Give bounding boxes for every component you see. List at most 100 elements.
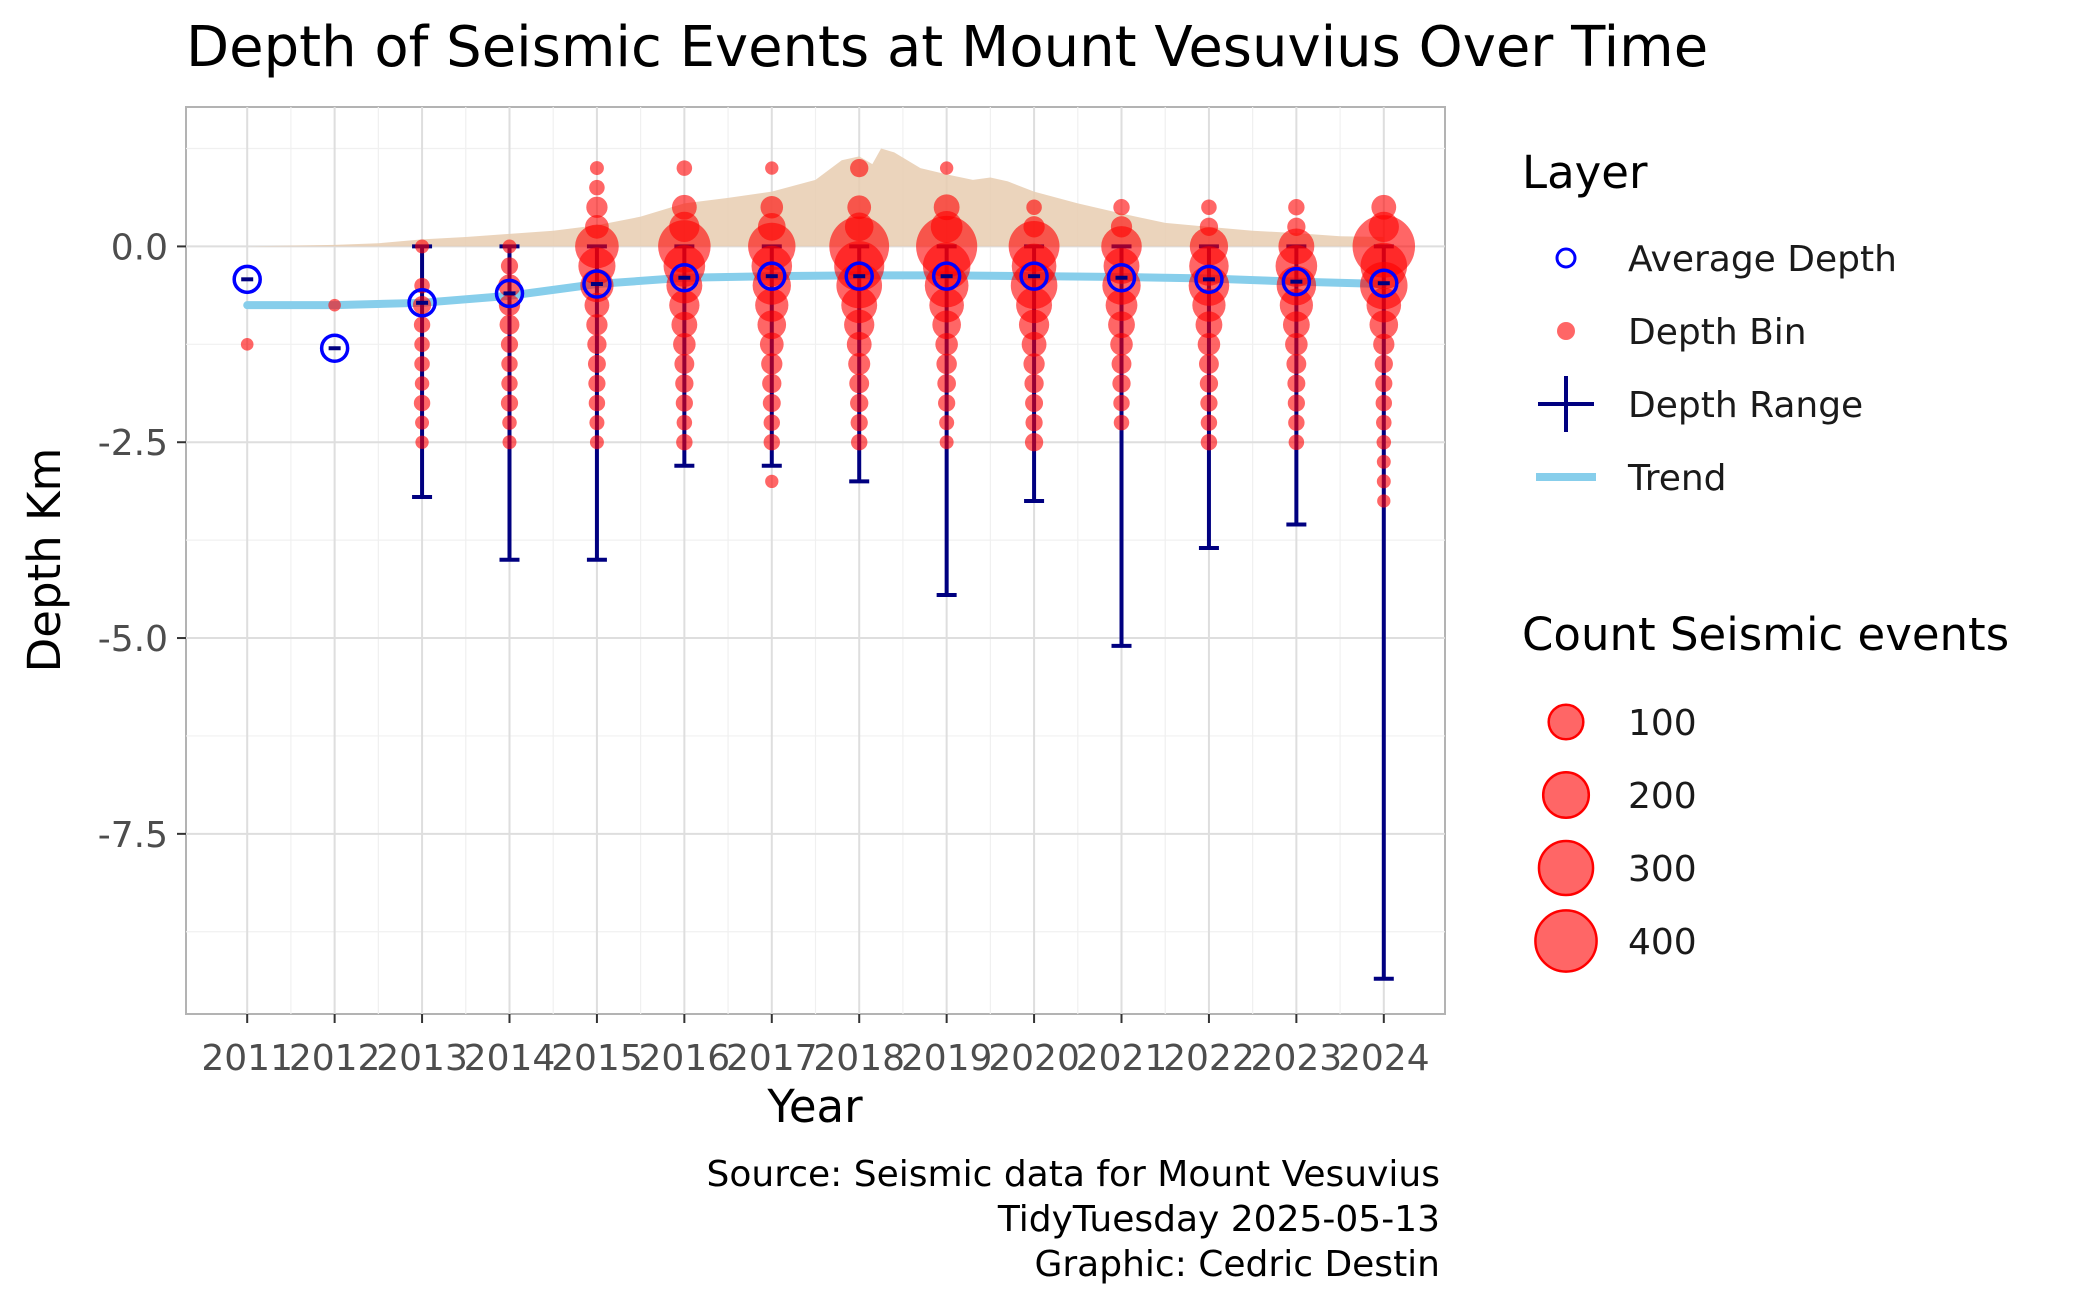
depth-bin-point <box>589 435 604 450</box>
x-tick-label: 2011 <box>201 1038 293 1079</box>
x-tick-label: 2012 <box>289 1038 381 1079</box>
depth-bin-point <box>1113 199 1130 216</box>
depth-bin-point <box>844 309 875 340</box>
size-legend-key <box>1541 770 1591 820</box>
depth-bin-point <box>937 374 956 393</box>
depth-bin-point <box>1288 199 1305 216</box>
depth-bin-point <box>501 375 518 392</box>
depth-bin-point <box>1024 373 1044 394</box>
y-tick-label: -2.5 <box>98 423 168 464</box>
caption-source: Source: Seismic data for Mount Vesuvius <box>707 1154 1440 1195</box>
x-tick-label: 2020 <box>988 1038 1080 1079</box>
size-legend-label: 300 <box>1628 849 1697 890</box>
depth-bin-point <box>328 298 341 312</box>
size-legend-key <box>1534 909 1598 973</box>
x-tick-label: 2024 <box>1338 1038 1430 1079</box>
x-tick-label: 2023 <box>1251 1038 1343 1079</box>
depth-bin-point <box>673 333 696 356</box>
depth-bin-point <box>1377 494 1391 508</box>
density-area <box>247 148 1384 247</box>
average-depth-point <box>1194 264 1224 295</box>
x-tick-label: 2015 <box>551 1038 643 1079</box>
depth-bin-point <box>939 161 954 175</box>
depth-bin-point <box>762 373 782 394</box>
average-depth-point <box>319 333 350 363</box>
depth-bin-point <box>676 434 693 451</box>
depth-bin-point <box>502 239 517 254</box>
depth-bin-point <box>759 332 784 357</box>
depth-bin-point <box>765 161 779 175</box>
size-legend: Count Seismic events 100 200 300 400 <box>1522 608 2009 973</box>
y-axis-ticks: 0.0 -2.5 -5.0 -7.5 <box>98 227 186 856</box>
depth-bin-point <box>938 394 956 412</box>
depth-bin-point <box>1195 311 1223 339</box>
depth-bin-point <box>1369 310 1399 340</box>
x-tick-label: 2016 <box>639 1038 731 1079</box>
depth-bin-point <box>848 352 871 375</box>
depth-bin-point <box>939 435 954 450</box>
depth-bin-point <box>1374 354 1393 374</box>
average-depth-point <box>757 261 787 291</box>
caption-credit: Graphic: Cedric Destin <box>1034 1244 1440 1285</box>
depth-bin-point <box>1201 199 1217 216</box>
depth-bin-point <box>1197 333 1221 356</box>
depth-bin-point <box>414 336 430 353</box>
depth-bin-point <box>1288 434 1305 450</box>
depth-bin-point <box>1287 394 1305 412</box>
depth-bin-point <box>413 316 431 333</box>
average-depth-point <box>1369 268 1399 298</box>
depth-bin-point <box>1373 333 1395 355</box>
depth-bin-point <box>676 414 693 431</box>
depth-bin-point <box>1200 434 1218 451</box>
depth-bin-point <box>763 434 780 451</box>
legend-depth-bin-key <box>1557 322 1575 340</box>
depth-bin-point <box>1113 394 1130 412</box>
y-tick-label: 0.0 <box>111 227 168 268</box>
depth-bin-point <box>850 158 869 178</box>
depth-bin-point <box>1279 288 1313 322</box>
depth-bin-point <box>1376 474 1391 489</box>
depth-bin-point <box>500 257 519 275</box>
depth-bin-point <box>671 311 698 338</box>
depth-bin-point <box>762 394 781 413</box>
average-depth-point <box>494 278 525 309</box>
depth-bin-point <box>589 179 605 196</box>
depth-bin-point <box>849 373 870 394</box>
depth-bin-point <box>587 334 607 354</box>
x-axis-title: Year <box>766 1080 863 1133</box>
depth-bin-point <box>415 435 429 449</box>
depth-bin-point <box>935 333 958 356</box>
x-tick-label: 2022 <box>1163 1038 1255 1079</box>
depth-bin-point <box>412 296 432 315</box>
depth-bin-point <box>1110 333 1133 356</box>
size-legend-key <box>1537 839 1595 897</box>
depth-bin-layer <box>240 158 1416 508</box>
size-legend-label: 400 <box>1628 922 1697 963</box>
legend-label-bin: Depth Bin <box>1628 312 1807 353</box>
size-legend-label: 100 <box>1628 703 1697 744</box>
density-layer <box>247 148 1384 247</box>
depth-bin-point <box>1024 433 1044 452</box>
x-tick-label: 2014 <box>464 1038 556 1079</box>
layer-legend-title: Layer <box>1522 146 1648 199</box>
average-depth-point <box>669 262 700 293</box>
depth-bin-point <box>588 394 606 412</box>
depth-bin-point <box>1282 311 1310 339</box>
depth-bin-point <box>932 310 961 340</box>
depth-bin-point <box>589 415 605 431</box>
depth-bin-point <box>586 196 608 218</box>
depth-bin-point <box>413 394 431 412</box>
depth-bin-point <box>1023 353 1045 375</box>
depth-bin-point <box>760 195 784 219</box>
depth-bin-point <box>1025 414 1043 432</box>
depth-bin-point <box>502 415 517 430</box>
depth-bin-point <box>1200 394 1218 412</box>
depth-bin-point <box>587 354 606 373</box>
depth-bin-point <box>1198 353 1219 374</box>
average-depth-point <box>931 261 962 291</box>
average-depth-point <box>1019 261 1049 291</box>
depth-bin-point <box>1375 374 1393 393</box>
depth-bin-point <box>761 353 783 375</box>
depth-bin-point <box>851 434 868 451</box>
depth-bin-point <box>675 394 693 412</box>
